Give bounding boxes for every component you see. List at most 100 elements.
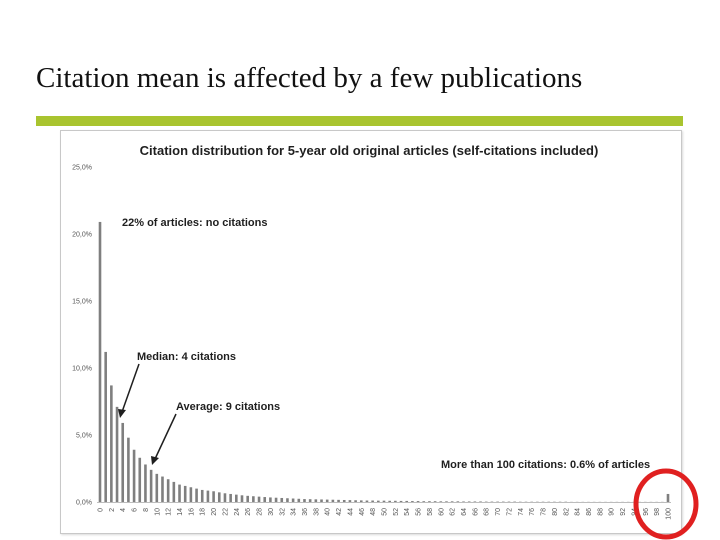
x-tick-label: 12 <box>166 508 173 516</box>
median-arrow-head <box>118 409 126 418</box>
x-axis: 0 2 4 6 8 10 12 14 16 18 20 22 24 26 28 30 32 34 36 38 40 42 4… <box>97 502 673 520</box>
x-tick-label: 76 <box>529 508 536 516</box>
bar-66 <box>473 501 477 502</box>
bar-12 <box>166 479 170 502</box>
annotation-over-100: More than 100 citations: 0.6% of article… <box>441 459 650 471</box>
bar-3 <box>115 406 119 502</box>
bar-53 <box>399 500 403 502</box>
bar-29 <box>263 497 267 502</box>
y-axis: 0,0% 5,0% 10,0% 15,0% 20,0% 25,0% <box>72 165 92 507</box>
x-tick-label: 4 <box>120 508 127 512</box>
bar-64 <box>462 501 465 502</box>
x-tick-label: 20 <box>211 508 218 516</box>
bar-54 <box>405 500 409 502</box>
x-tick-label: 80 <box>552 508 559 516</box>
bar-35 <box>297 498 301 502</box>
bar-63 <box>456 501 460 502</box>
bar-48 <box>371 500 374 502</box>
bar-26 <box>246 495 249 502</box>
x-tick-label: 0 <box>98 508 105 512</box>
x-tick-label: 50 <box>382 508 389 516</box>
y-tick-label: 20,0% <box>72 232 92 239</box>
bar-10 <box>155 473 159 502</box>
x-tick-label: 10 <box>154 508 161 516</box>
x-tick-label: 100 <box>666 508 673 520</box>
bar-61 <box>445 501 448 502</box>
y-tick-label: 10,0% <box>72 366 92 373</box>
bar-56 <box>416 501 420 502</box>
bar-42 <box>337 499 340 502</box>
x-tick-label: 46 <box>359 508 366 516</box>
bar-47 <box>365 500 369 502</box>
x-tick-label: 40 <box>325 508 332 516</box>
x-tick-label: 68 <box>484 508 491 516</box>
bar-31 <box>274 497 278 502</box>
x-tick-label: 60 <box>438 508 445 516</box>
bar-20 <box>212 491 215 502</box>
bar-16 <box>189 487 193 502</box>
x-tick-label: 74 <box>518 508 525 516</box>
bar-4 <box>121 422 125 502</box>
annotation-no-citations: 22% of articles: no citations <box>122 217 267 229</box>
x-tick-label: 6 <box>132 508 139 512</box>
annotations: 22% of articles: no citations Median: 4 … <box>118 217 650 471</box>
bars <box>98 221 670 503</box>
x-tick-label: 64 <box>461 508 468 516</box>
bar-25 <box>240 495 244 502</box>
bar-11 <box>161 476 164 502</box>
y-tick-label: 15,0% <box>72 299 92 306</box>
y-tick-label: 0,0% <box>76 500 92 507</box>
bar-30 <box>269 497 272 502</box>
x-tick-label: 88 <box>597 508 604 516</box>
bar-44 <box>348 500 352 502</box>
bar-24 <box>235 494 238 502</box>
y-tick-label: 25,0% <box>72 165 92 172</box>
bar-5 <box>127 437 130 502</box>
bar-62 <box>450 501 454 502</box>
x-tick-label: 30 <box>268 508 275 516</box>
x-tick-label: 96 <box>643 508 650 516</box>
bar-7 <box>138 457 142 502</box>
x-tick-label: 84 <box>575 508 582 516</box>
bar-2 <box>110 385 113 502</box>
bar-52 <box>394 500 397 502</box>
x-tick-label: 28 <box>257 508 264 516</box>
bar-60 <box>439 501 443 502</box>
bar-50 <box>382 500 386 502</box>
x-tick-label: 44 <box>347 508 354 516</box>
bar-57 <box>422 501 426 502</box>
bar-28 <box>257 496 261 502</box>
x-tick-label: 14 <box>177 508 184 516</box>
median-arrow-line <box>121 363 140 413</box>
bar-40 <box>325 499 329 502</box>
bar-45 <box>354 500 357 502</box>
chart-title: Citation distribution for 5-year old ori… <box>140 143 599 158</box>
x-tick-label: 86 <box>586 508 593 516</box>
x-tick-label: 98 <box>654 508 661 516</box>
x-tick-label: 90 <box>609 508 616 516</box>
bar-22 <box>223 493 227 502</box>
slide-title: Citation mean is affected by a few publi… <box>36 62 583 94</box>
bar-100 <box>666 493 670 502</box>
bar-38 <box>314 499 318 502</box>
average-arrow-line <box>154 413 177 460</box>
bar-17 <box>195 488 198 502</box>
bar-9 <box>149 469 153 502</box>
x-tick-label: 16 <box>188 508 195 516</box>
x-tick-label: 22 <box>222 508 229 516</box>
bar-43 <box>342 499 346 502</box>
x-tick-label: 66 <box>472 508 479 516</box>
bar-14 <box>178 484 181 502</box>
bar-6 <box>132 449 136 502</box>
x-tick-label: 24 <box>234 508 241 516</box>
bar-67 <box>479 501 482 502</box>
x-tick-label: 18 <box>200 508 207 516</box>
x-tick-label: 2 <box>109 508 116 512</box>
bar-41 <box>331 499 335 502</box>
x-tick-label: 48 <box>370 508 377 516</box>
x-tick-label: 82 <box>563 508 570 516</box>
x-tick-label: 92 <box>620 508 627 516</box>
x-tick-label: 70 <box>495 508 502 516</box>
bar-23 <box>229 493 232 502</box>
x-tick-label: 34 <box>291 508 298 516</box>
